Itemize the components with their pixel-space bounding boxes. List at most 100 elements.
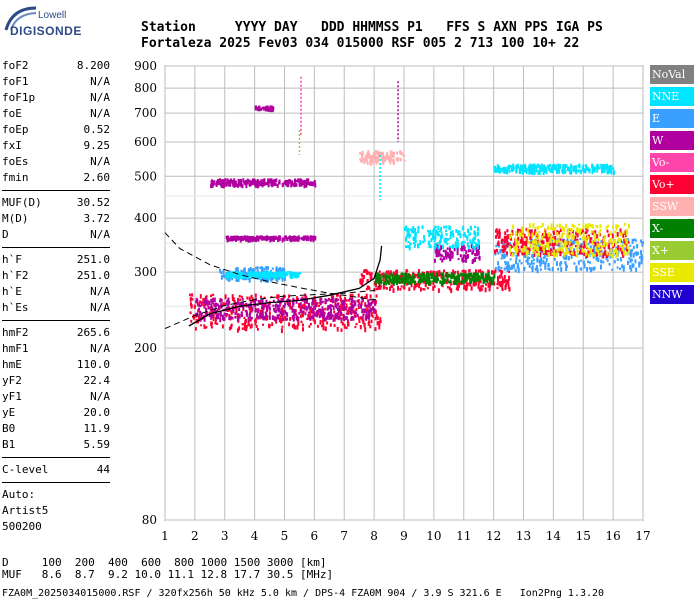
autoscaling-info: Artist5 <box>2 504 49 517</box>
echo-point <box>467 245 470 250</box>
echo-point <box>332 297 335 303</box>
echo-point <box>237 183 240 188</box>
echo-point <box>619 257 622 262</box>
echo-point <box>208 301 211 306</box>
echo-point <box>266 236 269 241</box>
echo-point <box>254 273 257 278</box>
echo-point <box>394 278 397 283</box>
echo-point <box>600 264 602 270</box>
echo-point <box>277 294 280 299</box>
echo-point <box>439 257 442 261</box>
echo-point <box>542 259 545 265</box>
echo-point <box>270 179 273 182</box>
echo-point <box>330 298 333 303</box>
echo-point <box>503 254 506 258</box>
echo-point <box>573 169 576 173</box>
echo-point <box>537 170 540 175</box>
echo-point <box>614 230 617 234</box>
echo-point <box>518 250 521 253</box>
echo-point <box>403 279 406 283</box>
echo-point <box>206 301 209 307</box>
echo-point <box>349 309 352 314</box>
echo-point <box>383 274 386 279</box>
echo-point <box>278 314 281 317</box>
echo-point <box>455 277 458 283</box>
echo-point <box>211 299 214 304</box>
echo-point <box>283 181 286 185</box>
echo-point <box>577 228 580 234</box>
echo-point <box>609 231 612 236</box>
echo-point <box>286 183 289 188</box>
echo-point <box>216 308 219 312</box>
echo-point <box>497 267 500 272</box>
echo-point <box>545 168 548 171</box>
echo-point <box>405 225 408 229</box>
echo-point <box>565 223 568 228</box>
echo-point <box>522 234 525 238</box>
echo-point <box>385 155 388 160</box>
echo-point <box>590 267 592 273</box>
echo-point <box>632 263 635 268</box>
echo-point <box>562 164 565 170</box>
echo-point <box>439 235 442 239</box>
echo-point <box>265 304 268 308</box>
echo-point <box>617 224 620 228</box>
echo-point <box>292 317 295 322</box>
echo-point <box>276 272 279 277</box>
echo-point <box>515 259 518 265</box>
echo-point <box>540 249 542 254</box>
param-divider <box>2 457 110 458</box>
echo-point <box>285 235 287 238</box>
echo-point <box>256 235 258 239</box>
echo-point <box>414 239 417 243</box>
echo-point <box>467 254 469 259</box>
echo-point <box>446 242 449 246</box>
echo-point <box>486 279 489 284</box>
echo-point <box>553 258 556 261</box>
echo-point <box>470 226 473 231</box>
echo-point <box>437 274 440 277</box>
echo-point <box>371 299 374 303</box>
echo-point <box>255 324 258 328</box>
echo-point <box>388 159 391 163</box>
echo-point <box>321 306 324 311</box>
echo-point <box>518 229 521 234</box>
echo-point <box>350 317 353 321</box>
echo-point <box>523 251 526 255</box>
echo-point <box>590 237 593 240</box>
echo-point <box>504 166 506 172</box>
param-value: 265.6 <box>76 326 110 339</box>
echo-point <box>363 275 365 279</box>
echo-point <box>262 237 265 241</box>
echo-point <box>410 282 413 288</box>
echo-point <box>456 285 459 289</box>
electron-density-profile-lower <box>164 284 381 330</box>
echo-point <box>449 255 452 258</box>
echo-point <box>281 297 284 302</box>
echo-point <box>607 170 610 174</box>
echo-point <box>535 246 538 251</box>
echo-point <box>247 269 250 273</box>
echo-point <box>509 242 511 245</box>
echo-point <box>569 239 572 245</box>
echo-point <box>247 320 250 325</box>
echo-point <box>242 178 245 183</box>
echo-point <box>349 302 352 306</box>
echo-point <box>622 243 625 247</box>
echo-point <box>241 274 244 280</box>
param-label: yF2 <box>2 374 22 387</box>
echo-point <box>600 240 603 244</box>
echo-point <box>492 276 495 280</box>
echo-point <box>392 161 395 165</box>
echo-point <box>280 312 283 317</box>
echo-point <box>286 179 289 185</box>
echo-point <box>202 301 205 304</box>
echo-point <box>477 250 480 256</box>
echo-point <box>389 286 391 291</box>
param-label: hmF2 <box>2 326 29 339</box>
echo-point <box>399 151 402 155</box>
echo-point <box>205 295 208 298</box>
echo-point <box>551 266 554 272</box>
echo-point <box>470 243 473 249</box>
echo-point <box>589 245 592 250</box>
